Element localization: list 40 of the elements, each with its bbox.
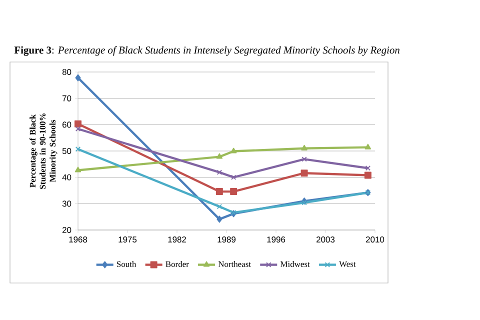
legend-label: Border	[166, 261, 189, 267]
point	[230, 148, 237, 154]
point	[230, 188, 238, 196]
legend-label: Midwest	[280, 261, 310, 267]
point	[75, 74, 81, 82]
point	[74, 166, 82, 172]
legend-label: West	[339, 261, 356, 267]
point	[364, 172, 372, 179]
point	[216, 188, 223, 196]
y-tick-label: 30	[62, 200, 72, 207]
point	[302, 156, 307, 162]
point	[365, 165, 371, 171]
point	[216, 170, 222, 175]
x-tick-label: 1982	[168, 236, 186, 243]
x-tick-label: 2003	[316, 236, 335, 243]
point	[216, 153, 223, 159]
point	[75, 146, 81, 152]
point	[74, 120, 82, 128]
x-tick-label: 1996	[267, 236, 286, 243]
legend-label: South	[117, 261, 136, 267]
y-tick-label: 80	[62, 69, 72, 75]
point	[216, 204, 222, 210]
y-tick-label: 20	[62, 227, 72, 233]
x-tick-label: 2010	[366, 236, 384, 243]
point	[301, 144, 308, 150]
point	[75, 126, 81, 132]
point	[364, 144, 372, 150]
x-tick-label: 1989	[218, 236, 236, 243]
y-axis-title: Percentage of Black Students in 90-100% Minority Schools	[30, 113, 58, 189]
x-tick-label: 1968	[69, 236, 88, 243]
chart-title: Figure 3: Percentage of Black Students in Intensely Segregated Minority Schools by Region	[14, 46, 400, 56]
legend-label: Northeast	[218, 261, 251, 267]
point	[300, 170, 308, 177]
y-tick-label: 70	[62, 95, 72, 102]
point	[230, 174, 236, 180]
y-tick-label: 50	[62, 148, 72, 154]
y-tick-label: 60	[62, 122, 72, 128]
x-tick-label: 1975	[118, 236, 137, 243]
y-tick-label: 40	[62, 174, 72, 180]
point	[216, 216, 222, 223]
